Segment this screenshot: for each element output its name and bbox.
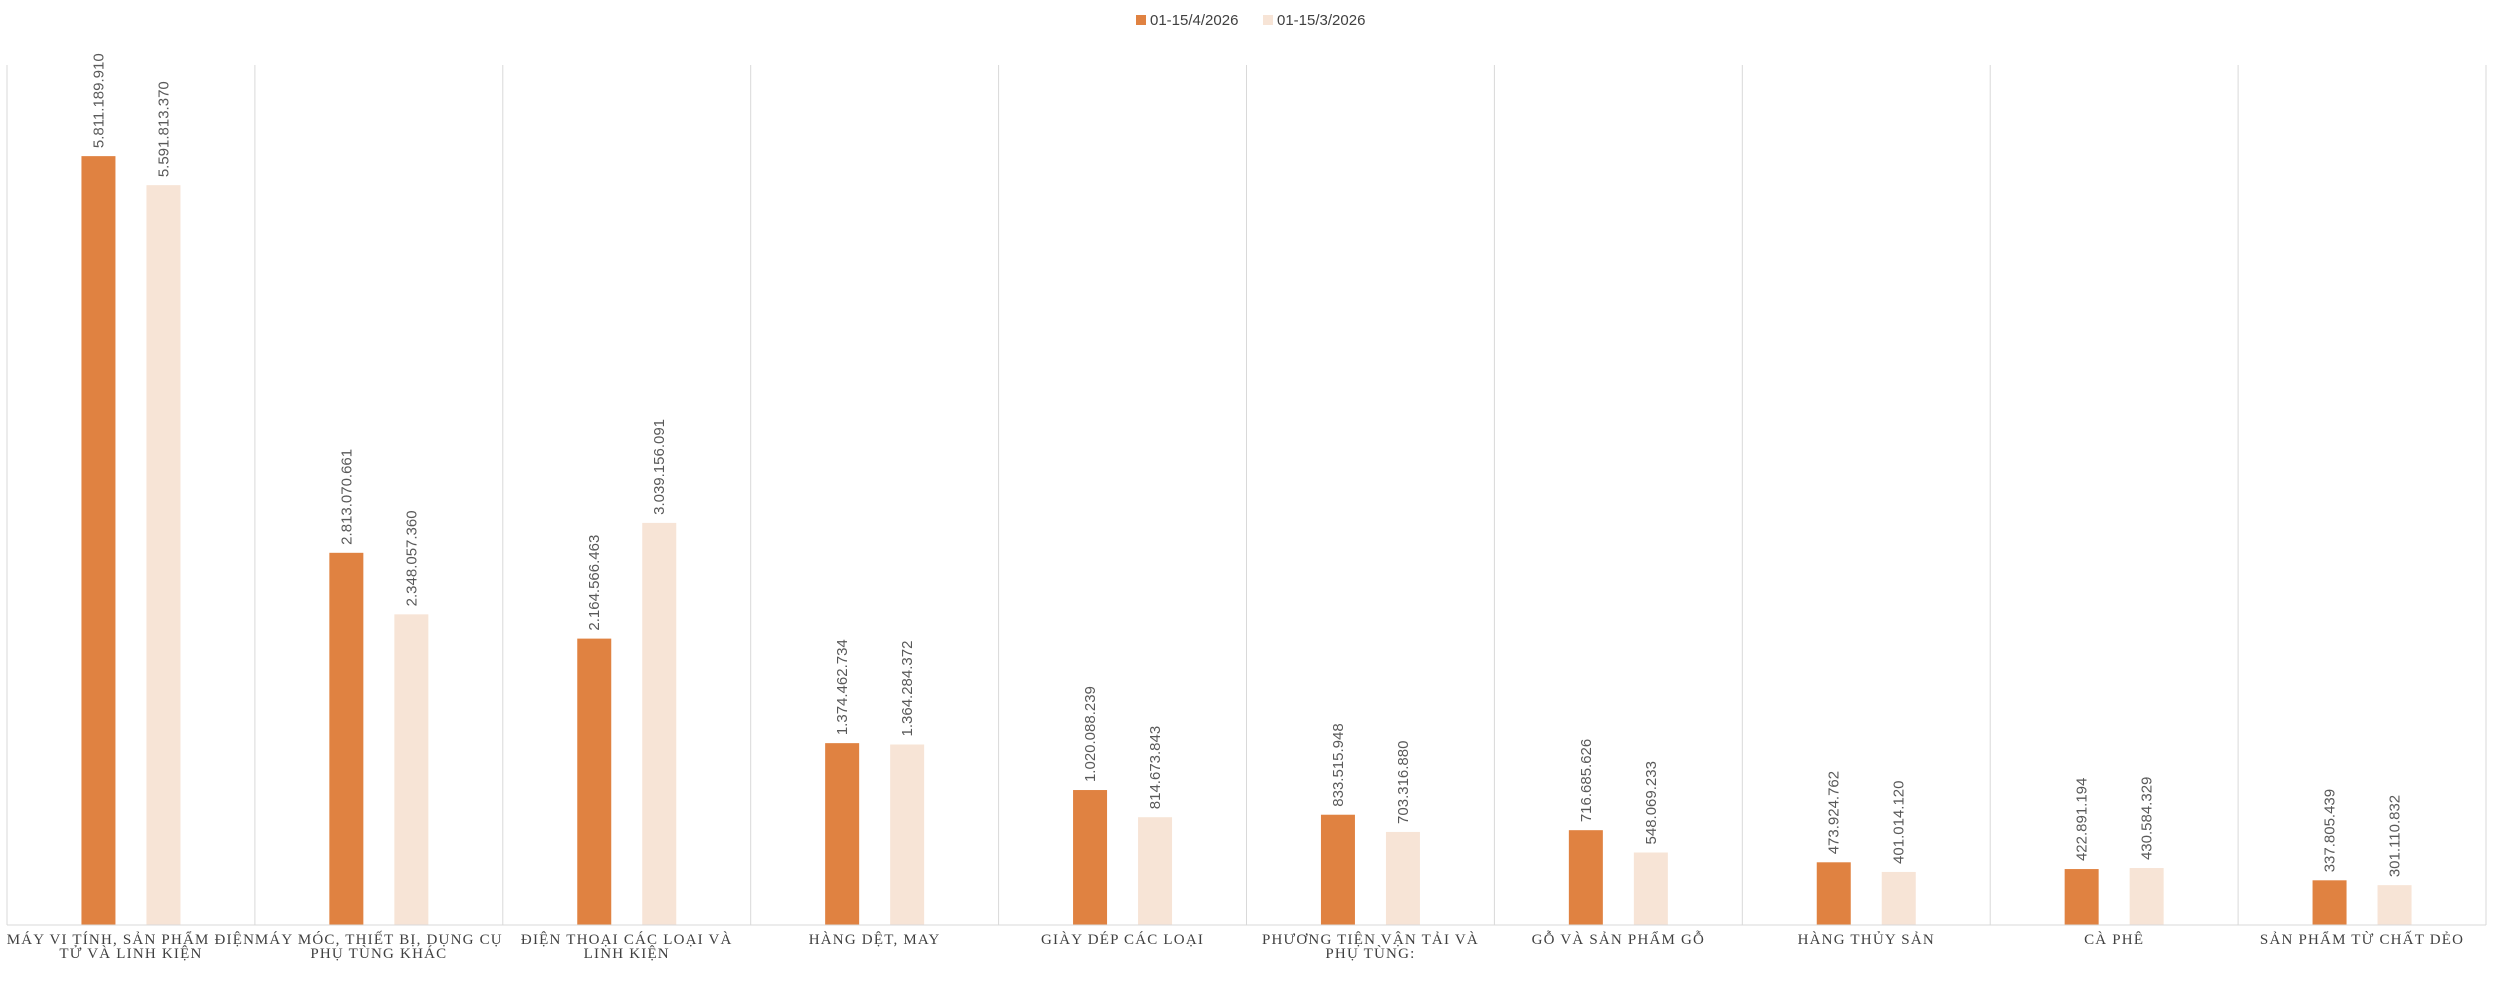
data-label-series2-cat7: 548.069.233 [1643,761,1660,844]
data-label-series2-cat9: 430.584.329 [2139,777,2156,860]
data-label-series1-cat10: 337.805.439 [2322,789,2339,872]
data-label-series2-cat6: 703.316.880 [1395,741,1412,824]
data-labels: 5.811.189.910 5.591.813.370 2.813.070.661 2… [90,53,2403,877]
data-label-series2-cat2: 2.348.057.360 [403,510,420,606]
data-label-series1-cat6: 833.515.948 [1330,723,1347,806]
category-label-line: LINH KIỆN [584,945,670,962]
legend-label-2: 01-15/3/2026 [1277,12,1365,29]
bar-series1-cat3 [577,638,612,925]
bar-series2-cat1 [146,185,181,925]
legend-label-1: 01-15/4/2026 [1150,12,1238,29]
category-label-7: GỖ VÀ SẢN PHẨM GỖ [1532,930,1705,948]
bar-series2-cat9 [2129,868,2164,925]
bar-series2-cat7 [1633,852,1668,925]
category-label-line: GỖ VÀ SẢN PHẨM GỖ [1532,930,1705,948]
data-label-series1-cat1: 5.811.189.910 [90,53,107,148]
bar-series1-cat7 [1568,830,1603,925]
category-label-9: CÀ PHÊ [2084,931,2144,948]
bar-series2-cat2 [394,614,429,925]
data-label-series2-cat1: 5.591.813.370 [155,81,172,177]
data-label-series1-cat4: 1.374.462.734 [834,639,851,735]
data-label-series1-cat9: 422.891.194 [2074,778,2091,861]
bar-series1-cat10 [2312,880,2347,925]
category-separators [6,65,2487,925]
data-label-series2-cat8: 401.014.120 [1891,781,1908,864]
category-label-line: MÁY VI TÍNH, SẢN PHẨM ĐIỆN [7,930,255,948]
category-label-1: MÁY VI TÍNH, SẢN PHẨM ĐIỆN TỬ VÀ LINH KIỆ… [7,930,255,962]
category-label-3: ĐIỆN THOẠI CÁC LOẠI VÀ LINH KIỆN [521,931,733,962]
bar-series1-cat5 [1073,790,1108,925]
category-label-line: HÀNG DỆT, MAY [809,931,941,948]
legend-swatch-1 [1136,15,1146,25]
bar-series2-cat3 [642,522,677,925]
legend: 01-15/4/2026 01-15/3/2026 [1136,12,1365,29]
category-label-10: SẢN PHẨM TỪ CHẤT DẺO [2260,930,2464,948]
data-label-series1-cat2: 2.813.070.661 [338,449,355,545]
bar-series2-cat8 [1881,871,1916,925]
category-labels: MÁY VI TÍNH, SẢN PHẨM ĐIỆN TỬ VÀ LINH KIỆ… [7,930,2464,962]
category-label-line: CÀ PHÊ [2084,931,2144,948]
data-label-series2-cat4: 1.364.284.372 [899,641,916,737]
category-label-6: PHƯƠNG TIỆN VẬN TẢI VÀ PHỤ TÙNG: [1262,931,1479,962]
data-label-series1-cat3: 2.164.566.463 [586,535,603,631]
bar-series2-cat6 [1385,831,1420,925]
bar-series2-cat10 [2377,885,2412,925]
category-label-line: PHỤ TÙNG KHÁC [310,945,447,962]
category-label-line: SẢN PHẨM TỪ CHẤT DẺO [2260,930,2464,948]
category-label-line: PHỤ TÙNG: [1325,945,1415,962]
category-label-line: GIÀY DÉP CÁC LOẠI [1041,931,1204,948]
data-label-series1-cat8: 473.924.762 [1826,771,1843,854]
data-label-series1-cat7: 716.685.626 [1578,739,1595,822]
category-label-line: TỬ VÀ LINH KIỆN [59,945,202,962]
category-label-line: HÀNG THỦY SẢN [1798,931,1935,948]
data-label-series2-cat10: 301.110.832 [2387,795,2404,877]
bar-series1-cat1 [81,156,116,925]
category-label-8: HÀNG THỦY SẢN [1798,931,1935,948]
category-label-4: HÀNG DỆT, MAY [809,931,941,948]
bars [81,156,2412,925]
category-label-5: GIÀY DÉP CÁC LOẠI [1041,931,1204,948]
bar-series1-cat2 [329,552,364,925]
data-label-series1-cat5: 1.020.088.239 [1082,686,1099,782]
category-label-line: PHƯƠNG TIỆN VẬN TẢI VÀ [1262,931,1479,948]
bar-series1-cat4 [825,743,860,925]
data-label-series2-cat3: 3.039.156.091 [651,419,668,515]
data-label-series2-cat5: 814.673.843 [1147,726,1164,809]
bar-series1-cat8 [1816,862,1851,925]
category-label-2: MÁY MÓC, THIẾT BỊ, DỤNG CỤ PHỤ TÙNG KHÁC [255,931,503,962]
category-label-line: MÁY MÓC, THIẾT BỊ, DỤNG CỤ [255,931,503,948]
legend-swatch-2 [1263,15,1273,25]
bar-series1-cat6 [1320,814,1355,925]
category-label-line: ĐIỆN THOẠI CÁC LOẠI VÀ [521,931,733,948]
bar-series2-cat4 [890,744,925,925]
bar-series2-cat5 [1138,817,1173,925]
bar-series1-cat9 [2064,869,2099,925]
